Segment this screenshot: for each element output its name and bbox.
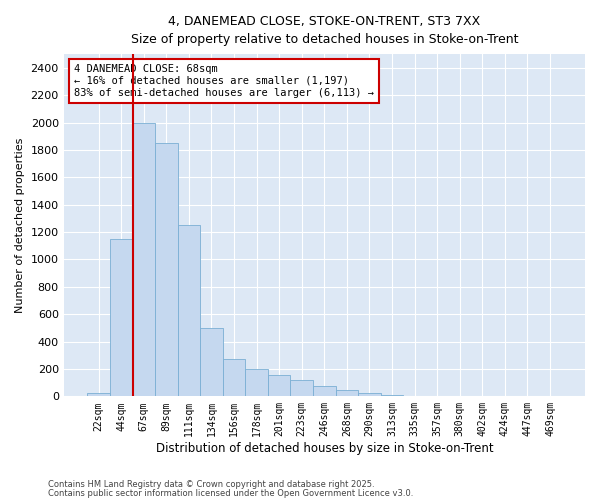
- Text: Contains public sector information licensed under the Open Government Licence v3: Contains public sector information licen…: [48, 488, 413, 498]
- Bar: [110, 239, 133, 396]
- Bar: [223, 360, 245, 397]
- Bar: [358, 393, 381, 396]
- Y-axis label: Number of detached properties: Number of detached properties: [15, 138, 25, 313]
- X-axis label: Distribution of detached houses by size in Stoke-on-Trent: Distribution of detached houses by size …: [155, 442, 493, 455]
- Bar: [245, 369, 268, 396]
- Bar: [133, 122, 155, 396]
- Title: 4, DANEMEAD CLOSE, STOKE-ON-TRENT, ST3 7XX
Size of property relative to detached: 4, DANEMEAD CLOSE, STOKE-ON-TRENT, ST3 7…: [131, 15, 518, 46]
- Text: Contains HM Land Registry data © Crown copyright and database right 2025.: Contains HM Land Registry data © Crown c…: [48, 480, 374, 489]
- Bar: [268, 375, 290, 396]
- Bar: [178, 225, 200, 396]
- Bar: [290, 380, 313, 396]
- Bar: [313, 386, 335, 396]
- Bar: [88, 393, 110, 396]
- Text: 4 DANEMEAD CLOSE: 68sqm
← 16% of detached houses are smaller (1,197)
83% of semi: 4 DANEMEAD CLOSE: 68sqm ← 16% of detache…: [74, 64, 374, 98]
- Bar: [200, 328, 223, 396]
- Bar: [381, 395, 403, 396]
- Bar: [155, 143, 178, 397]
- Bar: [335, 390, 358, 396]
